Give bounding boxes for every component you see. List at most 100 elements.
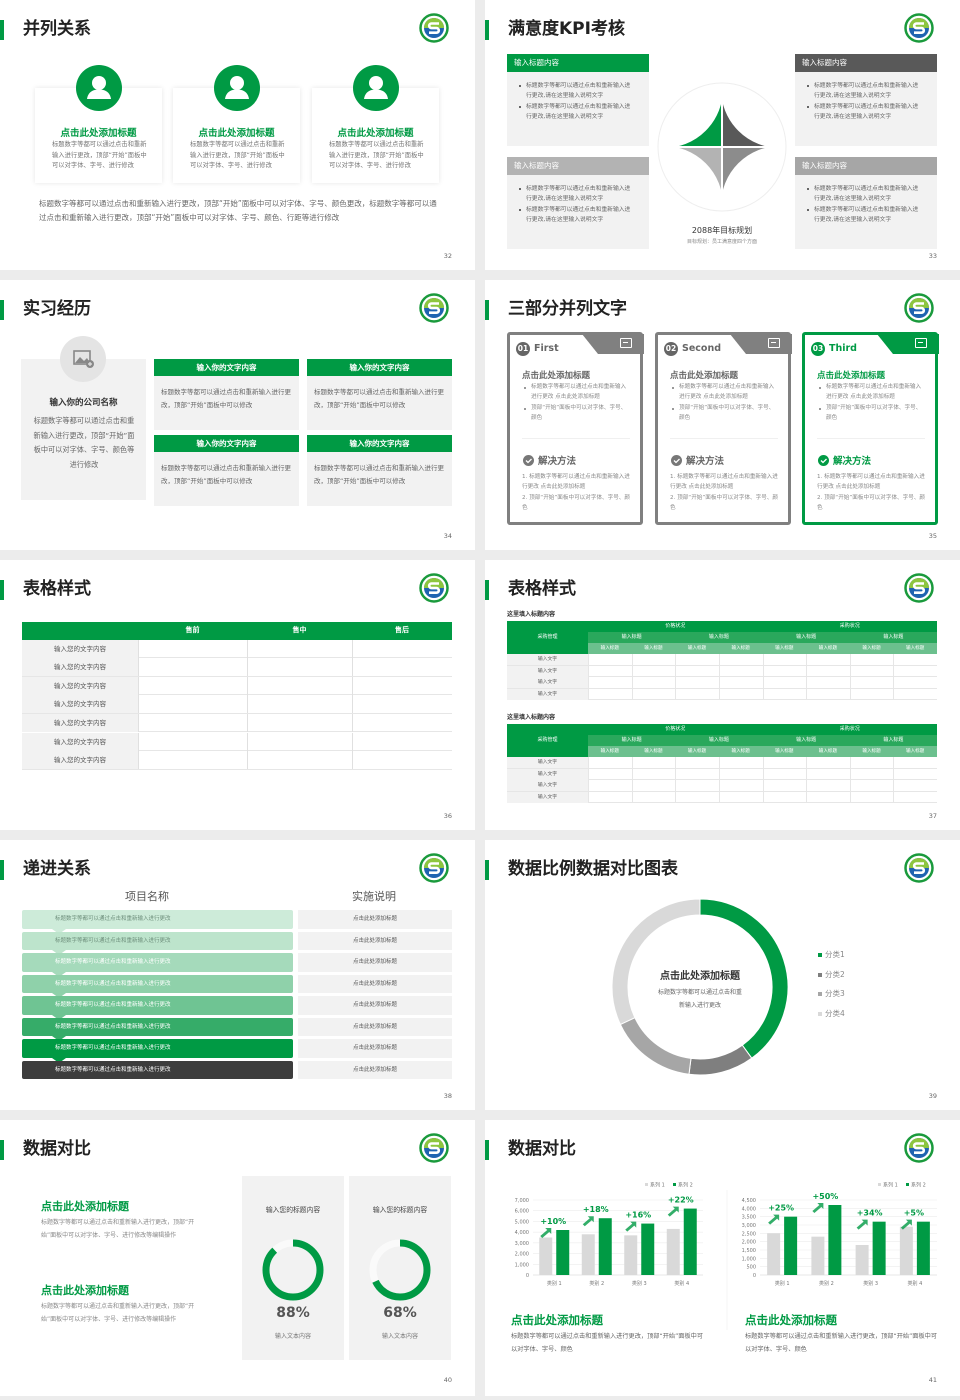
table-cell[interactable]	[631, 757, 676, 768]
table-cell[interactable]	[718, 791, 763, 803]
table-cell[interactable]	[675, 677, 719, 688]
table-cell[interactable]	[718, 688, 763, 700]
table-cell[interactable]	[588, 791, 632, 803]
table-cell[interactable]	[806, 791, 850, 803]
subsub-header: 输入标题	[718, 746, 763, 757]
group-header: 采购状况	[762, 724, 937, 735]
table-cell[interactable]	[762, 757, 807, 768]
table-cell[interactable]	[588, 677, 632, 688]
table-cell[interactable]	[352, 695, 452, 714]
table-cell[interactable]	[247, 676, 352, 695]
table-cell[interactable]	[352, 732, 452, 751]
table-cell[interactable]	[806, 768, 850, 780]
table-cell[interactable]	[631, 665, 676, 677]
table-cell[interactable]	[849, 780, 894, 791]
table-cell[interactable]	[352, 713, 452, 732]
table-cell[interactable]	[247, 713, 352, 732]
table-cell[interactable]	[806, 654, 850, 665]
table-cell[interactable]	[138, 658, 247, 677]
table-cell[interactable]	[718, 654, 763, 665]
table-cell[interactable]	[718, 768, 763, 780]
table-cell[interactable]	[675, 654, 719, 665]
table-cell[interactable]	[893, 688, 937, 700]
table-cell[interactable]	[588, 654, 632, 665]
table-cell[interactable]	[631, 688, 676, 700]
table-cell[interactable]	[138, 695, 247, 714]
table-cell[interactable]	[352, 658, 452, 677]
table-cell[interactable]	[631, 654, 676, 665]
table-cell[interactable]	[138, 639, 247, 658]
table-cell[interactable]	[849, 654, 894, 665]
table-cell[interactable]	[849, 688, 894, 700]
logo-icon	[419, 293, 449, 323]
table-cell[interactable]	[849, 757, 894, 768]
table-cell[interactable]	[849, 768, 894, 780]
table-cell[interactable]	[675, 665, 719, 677]
table-cell[interactable]	[138, 713, 247, 732]
table-cell[interactable]	[588, 757, 632, 768]
table-cell[interactable]	[893, 791, 937, 803]
table-cell[interactable]	[849, 665, 894, 677]
table-cell[interactable]	[675, 768, 719, 780]
table-cell[interactable]	[849, 677, 894, 688]
table-cell[interactable]	[675, 780, 719, 791]
table-cell[interactable]	[247, 658, 352, 677]
table-cell[interactable]	[138, 676, 247, 695]
table-cell[interactable]	[247, 695, 352, 714]
table-cell[interactable]	[718, 677, 763, 688]
table-cell[interactable]	[631, 768, 676, 780]
table-cell[interactable]	[631, 780, 676, 791]
table-cell[interactable]	[762, 688, 807, 700]
bullet-text: 标题数字等都可以通过点击和重新输入进行更改 点击此处添加标题	[679, 384, 775, 400]
table-cell[interactable]	[849, 791, 894, 803]
table-cell[interactable]	[352, 676, 452, 695]
table-cell[interactable]	[631, 677, 676, 688]
table-cell[interactable]	[588, 780, 632, 791]
table-cell[interactable]	[718, 780, 763, 791]
table-cell[interactable]	[352, 751, 452, 770]
table-cell[interactable]	[352, 639, 452, 658]
table-cell[interactable]	[806, 665, 850, 677]
table-cell[interactable]	[138, 751, 247, 770]
table-cell[interactable]	[718, 665, 763, 677]
slide-title: 表格样式	[508, 579, 576, 599]
table-cell[interactable]	[675, 757, 719, 768]
add-image-icon[interactable]	[60, 336, 106, 382]
table-cell[interactable]	[247, 751, 352, 770]
table-cell[interactable]	[806, 677, 850, 688]
table-cell[interactable]	[762, 665, 807, 677]
row-label-cell: 输入文字	[507, 780, 588, 791]
table-cell[interactable]	[718, 757, 763, 768]
table-cell[interactable]	[762, 791, 807, 803]
table-cell[interactable]	[762, 677, 807, 688]
table-cell[interactable]	[588, 688, 632, 700]
table-cell[interactable]	[675, 791, 719, 803]
table-cell[interactable]	[893, 768, 937, 780]
table-cell[interactable]	[893, 677, 937, 688]
subsub-header: 输入标题	[631, 643, 676, 654]
table-cell[interactable]	[631, 791, 676, 803]
table-cell[interactable]	[806, 780, 850, 791]
logo-icon	[419, 13, 449, 43]
block-text: 标题数字等都可以通过点击和重新输入进行更改，顶部“开始”面板中可以对字体、字号、…	[41, 1219, 195, 1239]
table-cell[interactable]	[138, 732, 247, 751]
table-cell[interactable]	[762, 768, 807, 780]
table-cell[interactable]	[893, 780, 937, 791]
table-cell[interactable]	[806, 757, 850, 768]
legend-swatch	[818, 1011, 822, 1016]
table-cell[interactable]	[893, 654, 937, 665]
table-cell[interactable]	[893, 757, 937, 768]
table-cell[interactable]	[247, 639, 352, 658]
table-cell[interactable]	[247, 732, 352, 751]
table-cell[interactable]	[893, 665, 937, 677]
table-cell[interactable]	[806, 688, 850, 700]
table-cell[interactable]	[675, 688, 719, 700]
table-cell[interactable]	[762, 780, 807, 791]
title-accent-bar	[485, 20, 489, 40]
table-cell[interactable]	[588, 768, 632, 780]
table-cell[interactable]	[762, 654, 807, 665]
bar-series-1	[899, 1226, 913, 1275]
card-text: 标题数字等都可以通过点击和重新输入进行更改，顶部“开始”面板中可以对字体、字号、…	[52, 141, 147, 169]
table-cell[interactable]	[588, 665, 632, 677]
growth-annotation: +34%	[857, 1209, 883, 1218]
